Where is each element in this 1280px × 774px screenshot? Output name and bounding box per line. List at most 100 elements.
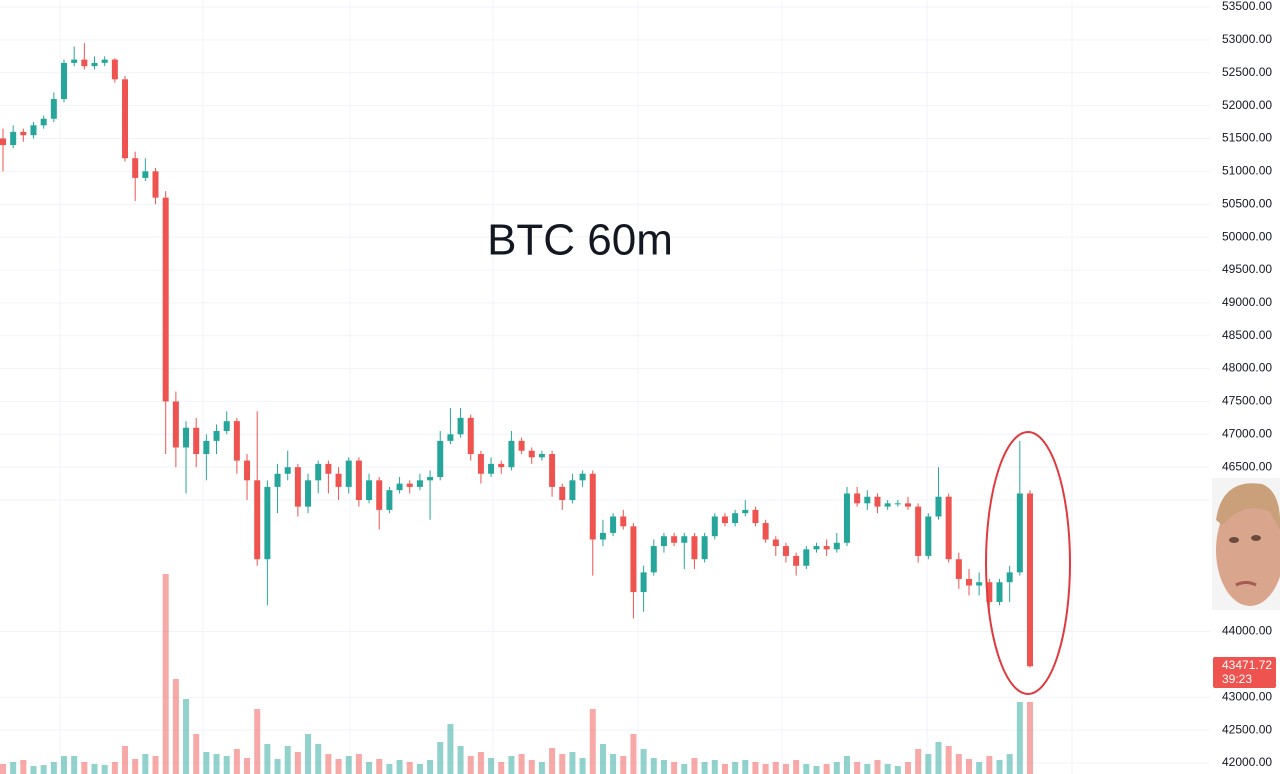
volume-bar: [111, 762, 118, 774]
volume-bar: [1006, 754, 1013, 774]
volume-bar: [40, 765, 47, 774]
candle-body: [965, 578, 972, 586]
candle-body: [559, 486, 566, 501]
candle-body: [884, 503, 891, 507]
volume-bar: [508, 756, 515, 774]
volume-bar: [884, 764, 891, 774]
volume-bar: [691, 758, 698, 774]
candle-body: [955, 559, 962, 579]
y-tick-label: 51000.00: [1222, 164, 1272, 178]
candle-body: [172, 401, 179, 448]
vertical-grid: [59, 0, 1073, 774]
candle-body: [528, 450, 535, 458]
candle-body: [833, 542, 840, 550]
volume-bar: [559, 754, 566, 774]
candle-body: [376, 480, 383, 510]
candle-body: [152, 171, 159, 198]
volume-bar: [254, 709, 261, 774]
eye: [1229, 537, 1239, 543]
volume-bar: [376, 759, 383, 774]
volume-bar: [294, 752, 301, 774]
volume-bar: [640, 749, 647, 774]
candle-body: [213, 431, 220, 441]
candle-body: [101, 59, 108, 63]
volume-bar: [10, 762, 17, 774]
candle-body: [681, 536, 688, 543]
candle-body: [294, 467, 301, 507]
candle-body: [406, 483, 413, 487]
candle-body: [701, 536, 708, 560]
candle-body: [691, 536, 698, 560]
y-tick-label: 47500.00: [1222, 394, 1272, 408]
volume-bar: [305, 734, 312, 774]
candle-body: [1016, 493, 1023, 573]
volume-bar: [122, 746, 129, 774]
candle-body: [640, 572, 647, 593]
y-tick-label: 51500.00: [1222, 131, 1272, 145]
volume-bar: [488, 758, 495, 774]
volume-bar: [915, 749, 922, 774]
volume-bar: [579, 758, 586, 774]
volume-bar: [274, 759, 281, 774]
candle-body: [650, 546, 657, 573]
candle-body: [589, 473, 596, 540]
candle-body: [762, 523, 769, 540]
face-photo: [1212, 478, 1280, 610]
candle-body: [183, 427, 190, 448]
candle-body: [538, 454, 545, 458]
volume-bar: [152, 756, 159, 774]
candle-body: [467, 417, 474, 455]
candle-body: [335, 473, 342, 487]
volume-bar: [233, 749, 240, 774]
candle-body: [660, 536, 667, 547]
candle-body: [721, 516, 728, 524]
volume-bar: [427, 760, 434, 774]
volume-bar: [843, 756, 850, 774]
volume-bar: [335, 759, 342, 774]
volume-bar: [793, 760, 800, 774]
volume-bar: [71, 756, 78, 774]
candle-body: [20, 131, 27, 136]
y-tick-label: 50000.00: [1222, 229, 1272, 243]
volume-bar: [589, 709, 596, 774]
volume-bar: [91, 764, 98, 774]
candle-body: [325, 463, 332, 474]
candle-body: [508, 440, 515, 468]
candle-body: [599, 532, 606, 540]
candle-body: [447, 434, 454, 441]
y-tick-label: 42000.00: [1222, 755, 1272, 769]
candle-body: [132, 158, 139, 178]
face: [1216, 494, 1280, 606]
y-tick-label: 49500.00: [1222, 262, 1272, 276]
volume-bar: [81, 762, 88, 774]
candle-body: [579, 473, 586, 481]
candle-body: [223, 421, 230, 432]
candle-body: [935, 496, 942, 517]
candle-body: [477, 454, 484, 474]
candle-body: [284, 467, 291, 474]
volume-bar: [996, 760, 1003, 774]
candle-body: [1006, 572, 1013, 583]
y-tick-label: 52000.00: [1222, 98, 1272, 112]
volume-bar: [610, 754, 617, 774]
candle-body: [162, 197, 169, 402]
volume-bar: [30, 766, 37, 774]
candle-body: [925, 516, 932, 556]
volume-bar: [660, 760, 667, 774]
candle-body: [427, 477, 434, 481]
volume-bar: [803, 764, 810, 774]
volume-bar: [20, 760, 27, 774]
candle-body: [345, 460, 352, 487]
candle-body: [254, 480, 261, 560]
candle-body: [315, 463, 322, 481]
volume-bar: [599, 744, 606, 774]
candle-body: [40, 118, 47, 126]
volume-bar: [864, 764, 871, 774]
volume-bar: [396, 760, 403, 774]
candle-body: [904, 503, 911, 507]
eye: [1251, 535, 1261, 541]
volume-bar: [742, 760, 749, 774]
volume-bar: [671, 762, 678, 774]
candle-body: [61, 62, 68, 100]
last-price-box: [1213, 657, 1276, 688]
